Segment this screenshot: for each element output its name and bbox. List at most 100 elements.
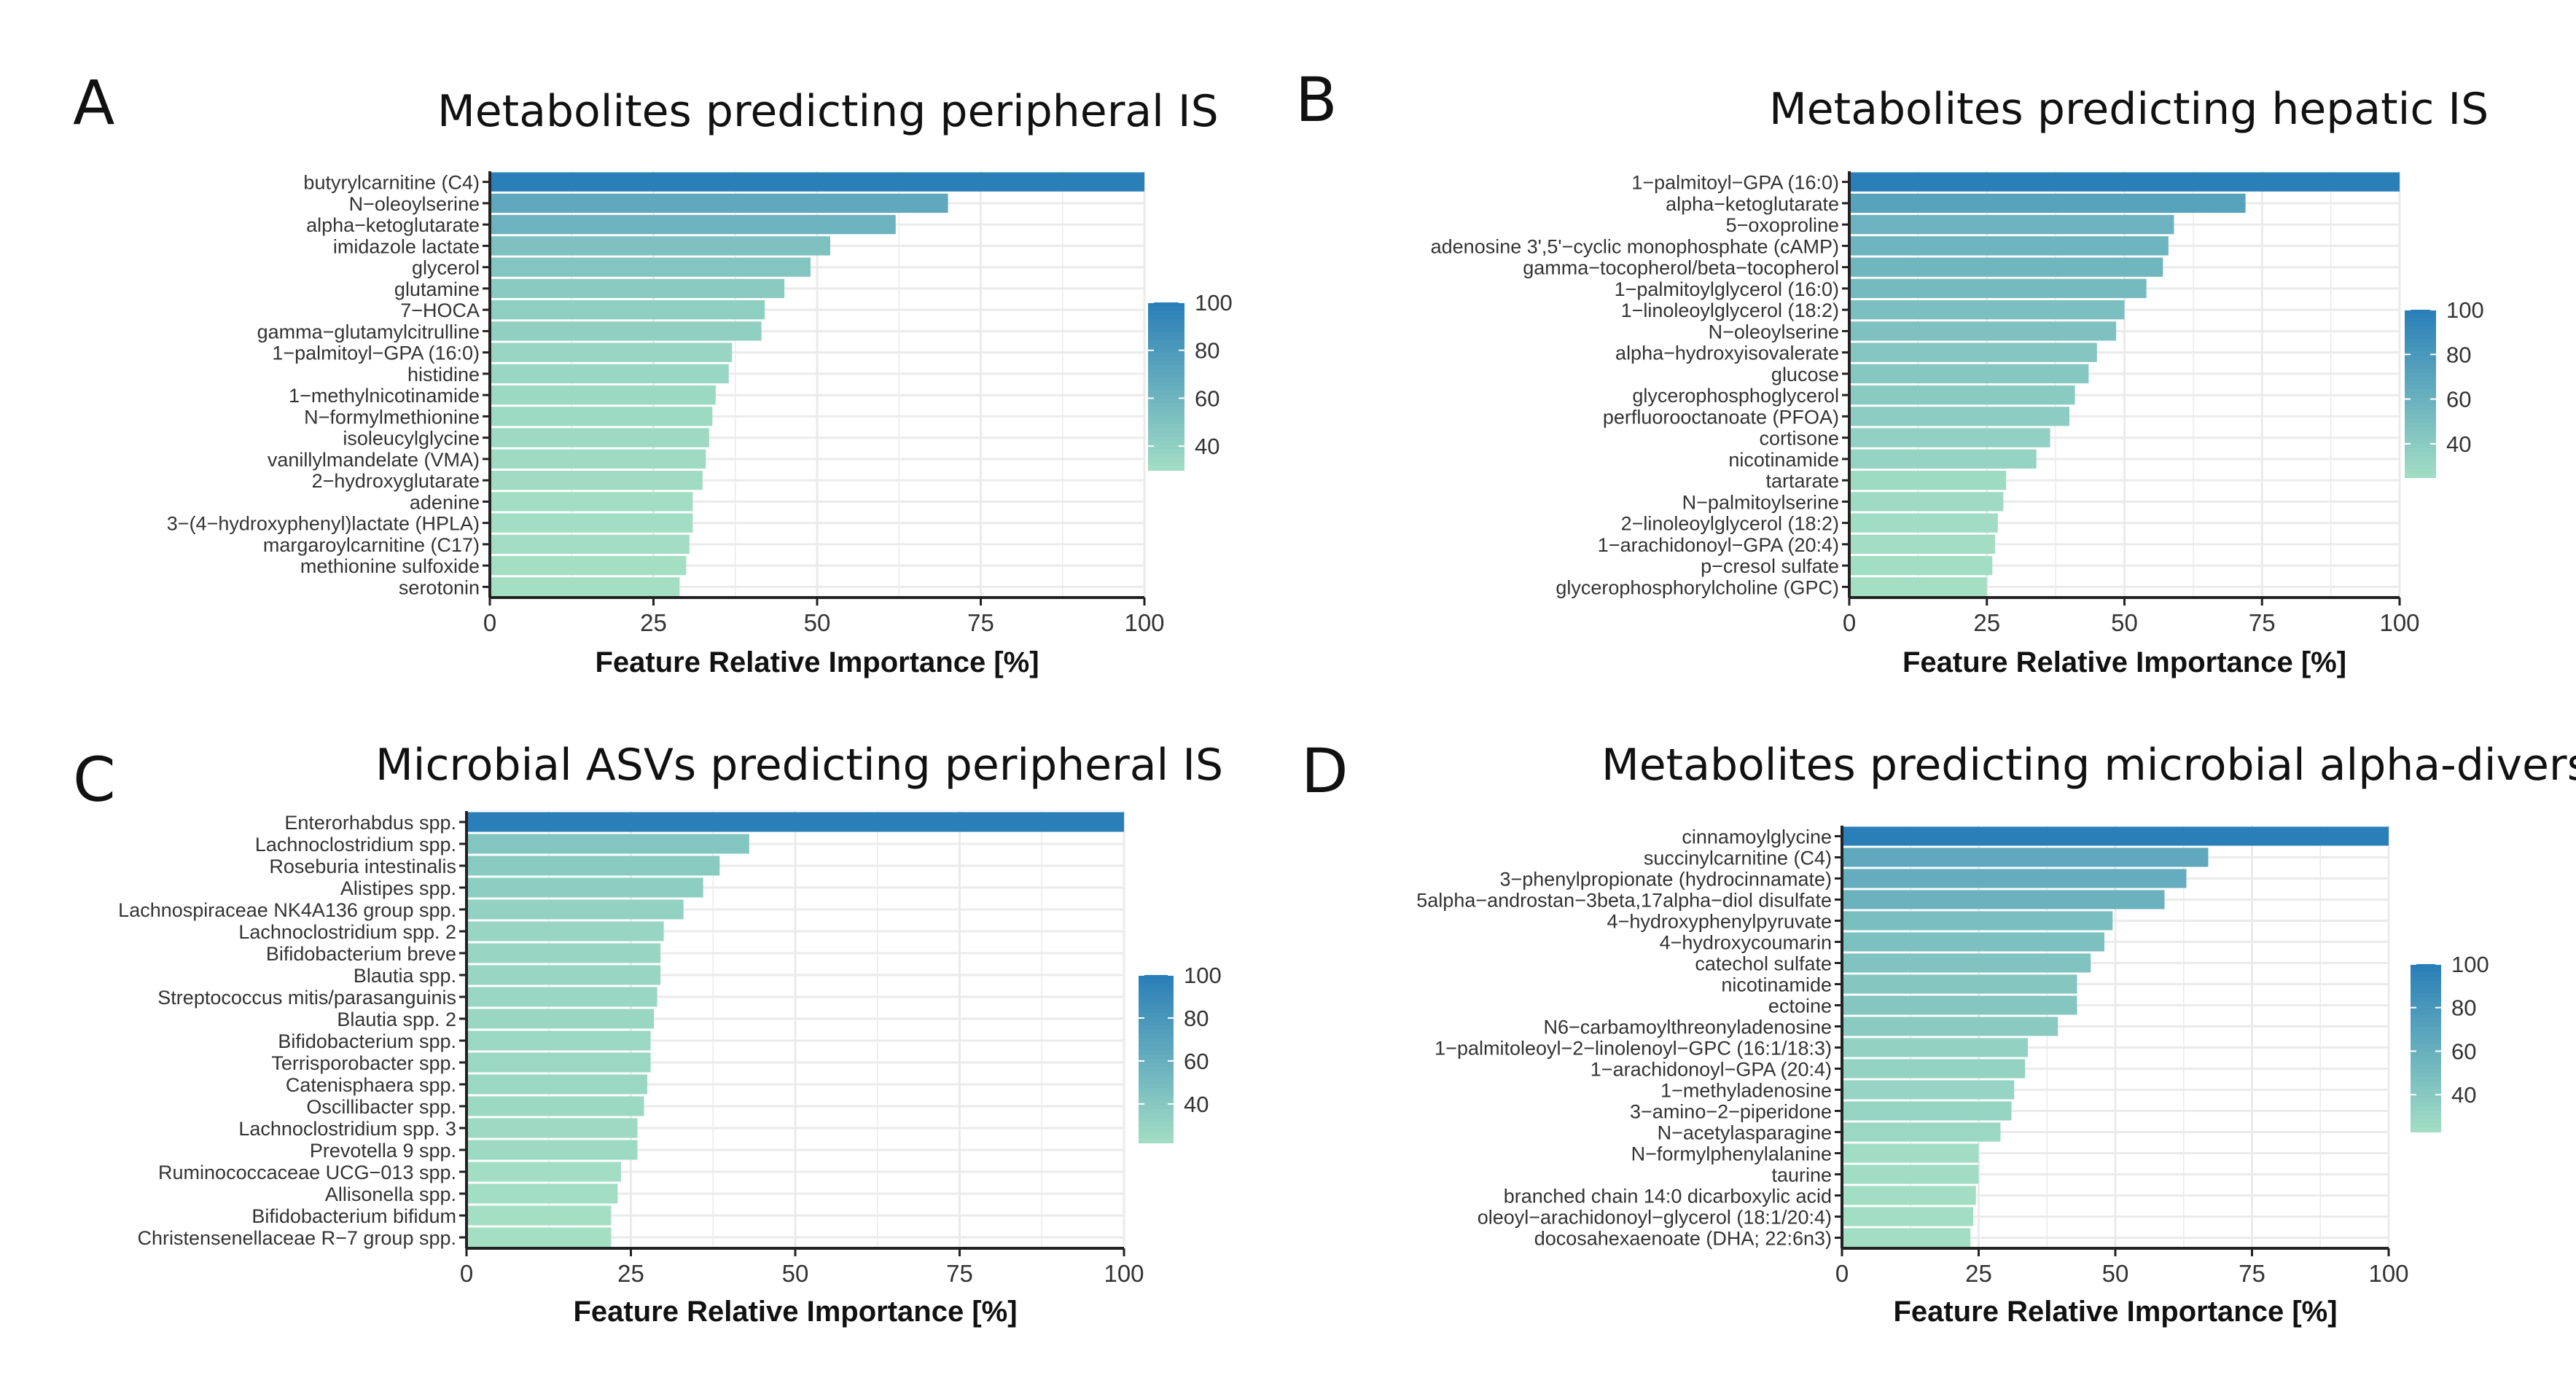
panel-letter: A [73,67,115,138]
category-label: alpha−hydroxyisovalerate [1615,342,1839,364]
legend-swatch [2411,1077,2441,1082]
legend-swatch [2405,464,2436,470]
category-label: 5alpha−androstan−3beta,17alpha−diol disu… [1416,890,1832,912]
bar [1849,428,2050,447]
category-label: Prevotella 9 spp. [310,1140,456,1162]
legend-swatch [1148,440,1184,446]
legend-swatch [2405,372,2436,377]
legend-swatch [2411,1052,2441,1057]
category-label: 2−hydroxyglutarate [312,470,480,492]
legend-swatch [1139,1000,1174,1006]
category-label: 3−(4−hydroxyphenyl)lactate (HPLA) [167,513,480,535]
legend-swatch [1139,1046,1174,1052]
x-tick-label: 25 [640,609,667,636]
category-label: glycerophosphorylcholine (GPC) [1556,576,1839,598]
x-tick-label: 50 [2102,1260,2129,1287]
legend-swatch [1148,348,1184,353]
legend-swatch [2405,469,2436,474]
category-label: Oscillibacter spp. [306,1096,456,1118]
chart-title: Metabolites predicting microbial alpha-d… [1601,740,2576,791]
bar [490,321,762,341]
legend-swatch [1139,1021,1174,1026]
legend-swatch [1139,1054,1174,1060]
legend-label: 40 [2451,1082,2476,1108]
legend-label: 100 [2446,297,2484,323]
x-tick-label: 100 [2379,609,2419,636]
legend-swatch [1139,1134,1174,1140]
legend-swatch [2405,310,2436,315]
category-label: p−cresol sulfate [1701,555,1839,577]
legend-swatch [1148,428,1184,434]
category-label: Bifidobacterium breve [266,943,456,965]
legend-swatch [1139,1092,1174,1097]
legend-swatch [1148,466,1184,471]
legend-swatch [2411,976,2441,982]
legend-swatch [2405,410,2436,415]
legend-swatch [2411,981,2441,986]
legend-swatch [2405,461,2436,466]
legend-swatch [1148,327,1184,333]
category-label: methionine sulfoxide [300,555,480,577]
category-label: 4−hydroxyphenylpyruvate [1607,911,1832,933]
legend-swatch [2411,1102,2441,1108]
panel-letter: C [73,744,116,815]
category-label: succinylcarnitine (C4) [1644,847,1832,869]
legend-swatch [2411,1018,2441,1024]
legend-swatch [1148,420,1184,425]
legend-swatch [1148,361,1184,367]
legend-swatch [2405,447,2436,453]
legend-swatch [2405,377,2436,382]
legend-swatch [2405,397,2436,403]
legend-swatch [1148,373,1184,379]
x-tick-label: 0 [1843,609,1856,636]
legend-swatch [2411,998,2441,1003]
legend-swatch [1139,1050,1174,1056]
legend-swatch [1148,323,1184,329]
category-label: 1−linoleoylglycerol (18:2) [1621,300,1839,321]
bar [1842,932,2104,952]
legend-swatch [2411,1115,2441,1120]
legend-label: 80 [2451,995,2476,1021]
legend-swatch [1148,390,1184,396]
legend-label: 60 [2446,387,2471,412]
bar [467,943,661,963]
category-label: 1−palmitoylglycerol (16:0) [1615,278,1839,300]
legend-swatch [1148,411,1184,417]
category-label: Enterorhabdus spp. [284,812,456,834]
legend-swatch [1139,1079,1174,1085]
bar [1842,1017,2058,1036]
legend-label: 60 [1195,385,1219,411]
legend-swatch [2411,964,2441,969]
bar [1849,513,1998,533]
bar [490,236,830,256]
bar [467,856,720,876]
bar [467,877,703,898]
category-label: adenosine 3',5'−cyclic monophosphate (cA… [1431,235,1839,257]
bar [1842,1164,1979,1184]
bar [1849,534,1996,555]
legend-swatch [1148,437,1184,442]
bar [1849,214,2174,235]
bar [1849,385,2075,405]
legend-swatch [2405,364,2436,369]
legend-swatch [2411,1014,2441,1019]
legend-swatch [2411,1044,2441,1049]
legend-swatch [1139,1076,1174,1081]
legend-swatch [1139,992,1174,997]
legend-label: 100 [2451,952,2489,977]
bar [490,555,687,576]
legend-label: 40 [1184,1092,1209,1117]
bar [490,214,896,235]
legend-label: 80 [1195,338,1219,364]
bar [467,899,684,920]
bar [490,300,765,320]
category-label: Terrisporobacter spp. [271,1052,456,1074]
category-label: glucose [1771,364,1839,385]
legend-swatch [2405,360,2436,365]
bar [490,577,680,597]
legend-swatch [1148,302,1184,308]
panel-letter: B [1295,64,1338,136]
legend-swatch [2411,1081,2441,1087]
legend-swatch [1148,445,1184,450]
